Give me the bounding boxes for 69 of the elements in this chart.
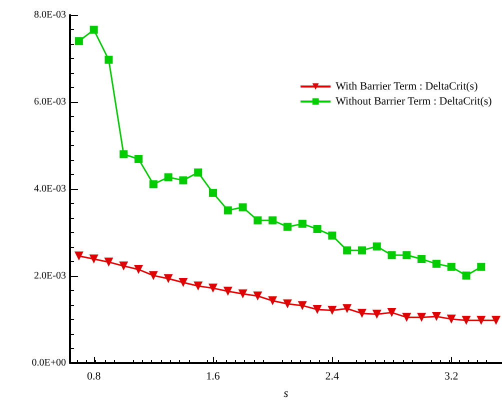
point bbox=[164, 173, 172, 182]
y-tick-label: 6.0E-03 bbox=[34, 96, 66, 108]
point bbox=[372, 242, 381, 250]
point bbox=[402, 312, 412, 322]
point bbox=[372, 310, 382, 319]
point bbox=[120, 150, 128, 158]
legend-label: With Barrier Term : DeltaCrit(s) bbox=[336, 80, 478, 92]
point bbox=[223, 286, 232, 296]
point bbox=[417, 312, 426, 322]
point bbox=[282, 299, 292, 308]
point bbox=[209, 188, 218, 197]
point bbox=[432, 260, 440, 268]
point bbox=[178, 278, 188, 288]
point bbox=[224, 206, 232, 214]
legend-label: Without Barrier Term : DeltaCrit(s) bbox=[336, 96, 492, 108]
point bbox=[313, 225, 322, 234]
x-tick-label: 2.4 bbox=[325, 370, 340, 382]
point bbox=[74, 37, 83, 46]
point bbox=[268, 296, 278, 306]
point bbox=[312, 304, 322, 314]
point bbox=[358, 246, 366, 254]
point bbox=[134, 264, 144, 274]
point bbox=[477, 262, 486, 271]
x-tick-label: 1.6 bbox=[206, 370, 220, 382]
y-tick-label: 8.0E-03 bbox=[34, 10, 66, 20]
point bbox=[298, 220, 306, 228]
point bbox=[328, 306, 337, 315]
point bbox=[254, 216, 262, 224]
point bbox=[74, 251, 84, 260]
point bbox=[328, 232, 336, 240]
point bbox=[402, 251, 411, 260]
point bbox=[119, 261, 128, 270]
point bbox=[462, 316, 471, 325]
x-tick-label: 0.8 bbox=[86, 370, 102, 382]
point bbox=[387, 308, 396, 318]
point bbox=[388, 251, 396, 260]
point bbox=[462, 272, 470, 280]
point bbox=[432, 312, 441, 321]
point bbox=[208, 284, 218, 293]
x-tick-label: 3.2 bbox=[444, 370, 458, 382]
point bbox=[194, 168, 202, 176]
point bbox=[164, 274, 173, 284]
point bbox=[446, 314, 456, 324]
point bbox=[492, 316, 501, 325]
point bbox=[89, 254, 98, 264]
point bbox=[283, 222, 292, 231]
point bbox=[238, 203, 247, 212]
point bbox=[194, 282, 203, 291]
x-axis-title: s bbox=[284, 386, 289, 400]
point bbox=[357, 308, 366, 318]
point bbox=[104, 258, 114, 267]
point bbox=[268, 216, 277, 224]
point bbox=[104, 56, 113, 64]
y-tick-label: 0.0E+00 bbox=[32, 358, 66, 368]
point bbox=[447, 262, 456, 271]
point bbox=[343, 246, 352, 254]
point bbox=[179, 176, 188, 184]
point bbox=[476, 316, 486, 325]
point bbox=[238, 289, 248, 298]
point bbox=[148, 271, 158, 280]
point bbox=[342, 304, 352, 314]
y-tick-label: 4.0E-03 bbox=[34, 184, 66, 194]
point bbox=[90, 26, 98, 34]
point bbox=[134, 154, 143, 163]
point bbox=[418, 255, 426, 264]
point bbox=[149, 180, 158, 188]
point bbox=[298, 301, 307, 310]
point bbox=[253, 292, 262, 301]
y-tick-label: 2.0E-03 bbox=[34, 270, 66, 282]
